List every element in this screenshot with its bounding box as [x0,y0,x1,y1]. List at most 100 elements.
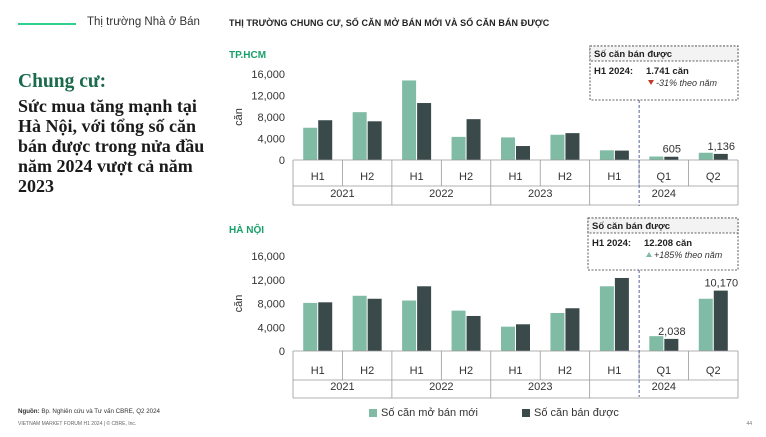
c0-bar-sold [565,133,580,160]
c1-y-tick-label: 0 [279,346,285,358]
c0-data-label: 605 [663,144,681,156]
c1-x-tick-label: H2 [360,365,374,377]
c1-bar-sold [565,308,580,351]
c0-callout-label: H1 2024: [594,66,633,77]
c0-bar-new-supply [352,112,367,160]
c1-x-tick-label: Q1 [656,365,671,377]
c1-callout-label: H1 2024: [592,238,631,249]
c1-bar-new-supply [599,286,614,351]
c1-x-group-label: 2021 [330,381,354,393]
source-label: Nguồn: [18,408,40,415]
c0-chart-city-title: TP.HCM [229,50,266,61]
c0-callout-change: -31% theo năm [656,78,718,88]
c0-y-tick-label: 0 [279,155,285,167]
c1-y-tick-label: 8,000 [257,299,285,311]
c1-y-axis-label: căn [233,295,245,313]
legend-swatch-new [369,409,377,417]
c1-x-tick-label: H1 [311,365,325,377]
c1-data-label: 2,038 [658,326,686,338]
c1-x-group-label: 2022 [429,381,453,393]
c1-x-tick-label: H1 [508,365,522,377]
accent-line [18,23,76,25]
c1-bar-sold [466,315,481,351]
c1-bar-sold [614,277,629,351]
c0-x-tick-label: H1 [508,171,522,183]
c1-callout-header [587,217,739,234]
c0-bar-new-supply [550,134,565,160]
c1-bar-new-supply [451,310,466,351]
c1-x-tick-label: Q2 [706,365,721,377]
page-number: 44 [746,421,752,427]
c0-bar-sold [713,153,728,160]
c0-x-tick-label: H1 [607,171,621,183]
c1-y-tick-label: 4,000 [257,322,285,334]
c0-bar-new-supply [698,152,713,160]
c1-x-tick-label: H2 [459,365,473,377]
c1-bar-sold [516,324,530,351]
c0-bar-sold [367,121,382,160]
c0-x-tick-label: Q2 [706,171,721,183]
c0-x-tick-label: H2 [558,171,572,183]
c0-bar-new-supply [402,80,417,160]
c0-data-label: 1,136 [708,141,736,153]
c0-callout-header [589,45,739,62]
c0-bar-sold [614,150,629,160]
c0-x-tick-label: H2 [360,171,374,183]
c1-x-tick-label: H1 [607,365,621,377]
c0-callout-heading: Số căn bán được [594,49,672,60]
c1-x-tick-label: H1 [410,365,424,377]
c0-y-axis-label: căn [233,108,245,126]
c0-bar-sold [664,156,679,160]
legend-item-sold: Số căn bán được [522,407,619,419]
c0-triangle-down-icon [648,80,654,85]
headline-body: Sức mua tăng mạnh tại Hà Nội, với tổng s… [18,96,205,196]
c1-x-tick-label: H2 [558,365,572,377]
forum-footer: VIETNAM MARKET FORUM H1 2024 | © CBRE, I… [18,421,137,427]
c1-x-group-label: 2024 [652,381,676,393]
legend-label-sold: Số căn bán được [534,407,619,419]
c1-bar-sold [318,302,333,351]
c0-bar-new-supply [451,136,466,160]
c1-bar-new-supply [303,302,318,351]
c0-bar-sold [318,120,333,160]
source-text: Bp. Nghiên cứu và Tư vấn CBRE, Q2 2024 [41,408,160,415]
c0-bar-new-supply [303,127,318,160]
c0-y-tick-label: 12,000 [251,91,285,103]
c0-bar-sold [516,146,530,160]
c1-bar-new-supply [550,313,565,351]
c0-x-group-label: 2021 [330,188,354,200]
c1-bar-new-supply [402,300,417,351]
c0-x-tick-label: H1 [311,171,325,183]
c0-bar-sold [466,119,481,160]
c0-bar-new-supply [649,156,664,160]
c1-callout-value: 12.208 căn [644,238,692,249]
c0-y-tick-label: 16,000 [251,69,285,81]
c1-callout-change: +185% theo năm [654,250,723,260]
headline-title: Chung cư: [18,71,107,92]
c0-x-tick-label: Q1 [656,171,671,183]
c0-bar-new-supply [599,150,614,160]
c0-x-tick-label: H1 [410,171,424,183]
c0-y-tick-label: 4,000 [257,134,285,146]
c1-bar-new-supply [352,295,367,351]
section-label: Thị trường Nhà ở Bán [87,16,200,28]
c0-bar-new-supply [501,137,515,160]
c1-bar-new-supply [698,298,713,351]
c1-chart-city-title: HÀ NỘI [229,223,264,236]
c1-bar-sold [367,298,382,351]
c1-bar-new-supply [649,336,664,351]
source-note: Nguồn: Bp. Nghiên cứu và Tư vấn CBRE, Q2… [18,408,160,415]
c0-callout-value: 1.741 căn [646,66,689,77]
c1-bar-sold [417,286,432,351]
c1-bar-sold [713,290,728,351]
chart-title: THỊ TRƯỜNG CHUNG CƯ, SỐ CĂN MỞ BÁN MỚI V… [229,18,550,28]
legend-item-new: Số căn mở bán mới [369,407,478,419]
c0-bar-sold [417,103,432,160]
c1-y-tick-label: 12,000 [251,275,285,287]
c0-x-group-label: 2023 [528,188,552,200]
c1-bar-new-supply [501,326,515,351]
c1-bar-sold [664,338,679,351]
c0-x-group-label: 2024 [652,188,676,200]
c1-x-group-label: 2023 [528,381,552,393]
